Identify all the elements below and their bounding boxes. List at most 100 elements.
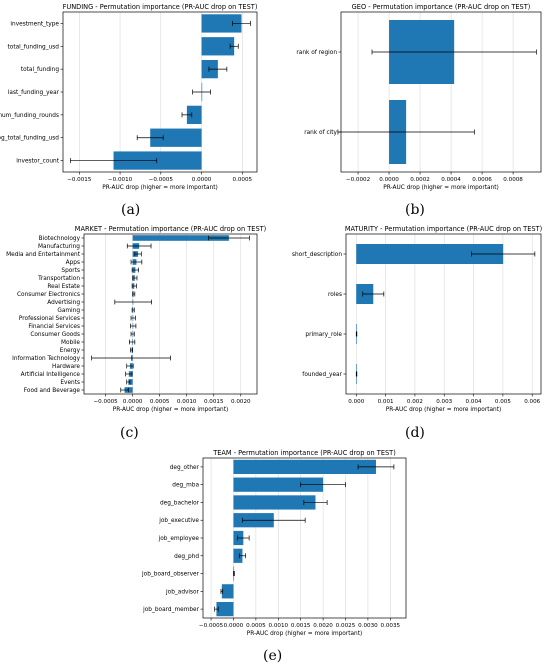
x-tick-label: 0.0010	[268, 623, 288, 629]
x-tick-label: −0.0010	[108, 177, 133, 183]
x-tick-label: −0.0005	[199, 623, 224, 629]
bar	[201, 37, 235, 56]
bar	[128, 379, 133, 385]
x-tick-label: 0.0000	[224, 623, 244, 629]
category-label: short_description	[292, 252, 342, 258]
category-label: Artificial Intelligence	[21, 372, 81, 378]
plot-frame	[62, 11, 258, 173]
category-label: founded_year	[302, 372, 342, 378]
x-tick-label: 0.0020	[231, 399, 251, 405]
category-label: total_funding	[21, 67, 60, 73]
x-tick-label: 0.0035	[381, 623, 401, 629]
category-label: job_employee	[158, 536, 200, 542]
chart-title: MARKET - Permutation importance (PR-AUC …	[75, 225, 266, 233]
category-label: investment_type	[10, 21, 59, 27]
bar	[216, 602, 234, 617]
category-label: Food and Beverage	[24, 388, 81, 394]
category-label: Events	[60, 380, 80, 386]
x-axis-label: PR-AUC drop (higher = more important)	[102, 185, 218, 191]
geo-importance-chart: rank of region rank of city −0.0002 0.0000 0…	[296, 3, 542, 191]
plot-frame	[83, 233, 258, 395]
x-tick-label: 0.0020	[313, 623, 333, 629]
x-tick-label: 0.0004	[441, 177, 461, 183]
category-label: Media and Entertainment	[6, 252, 81, 258]
x-tick-label: 0.0008	[503, 177, 523, 183]
bar	[233, 459, 376, 474]
subfigure-label-c: (c)	[120, 425, 139, 441]
funding-importance-chart: investment_type total_funding_usd total_fu…	[0, 3, 258, 191]
x-axis-label: PR-AUC drop (higher = more important)	[247, 631, 363, 637]
category-label: Energy	[60, 348, 81, 354]
chart-title: MATURITY - Permutation importance (PR-AU…	[345, 225, 542, 233]
x-tick-label: 0.002	[407, 399, 423, 405]
bar	[221, 584, 234, 599]
category-label: Information Technology	[12, 356, 80, 362]
x-axis-label: PR-AUC drop (higher = more important)	[383, 185, 499, 191]
bar	[233, 477, 324, 492]
subfigure-label-b: (b)	[405, 202, 425, 218]
chart-title: TEAM - Permutation importance (PR-AUC dr…	[212, 449, 396, 457]
x-tick-label: −0.0005	[149, 177, 174, 183]
x-tick-label: 0.0000	[379, 177, 399, 183]
x-axis-label: PR-AUC drop (higher = more important)	[113, 407, 229, 413]
subfigure-label-d: (d)	[405, 425, 425, 441]
subfigure-label-e: (e)	[263, 648, 283, 664]
plot-frame	[340, 11, 542, 173]
bar	[113, 151, 202, 170]
x-tick-label: 0.0025	[336, 623, 356, 629]
category-label: total_funding_usd	[8, 44, 60, 50]
x-tick-label: −0.0005	[93, 399, 118, 405]
category-label: deg_bachelor	[160, 500, 200, 506]
category-label: deg_other	[170, 465, 200, 471]
category-label: investor_count	[16, 159, 59, 165]
team-importance-chart: deg_other deg_mba deg_bachelor job_executiv…	[141, 449, 407, 637]
category-label: Gaming	[57, 308, 80, 314]
chart-title: GEO - Permutation importance (PR-AUC dro…	[352, 3, 531, 11]
bar	[233, 495, 316, 510]
x-tick-label: 0.0015	[204, 399, 224, 405]
chart-title: FUNDING - Permutation importance (PR-AUC…	[63, 3, 258, 11]
x-tick-label: 0.006	[524, 399, 540, 405]
category-label: Transportation	[37, 276, 80, 282]
x-tick-label: 0.001	[378, 399, 394, 405]
category-label: Financial Services	[28, 324, 80, 330]
category-label: rank of city	[304, 130, 337, 136]
bar	[201, 14, 242, 33]
x-axis-label: PR-AUC drop (higher = more important)	[386, 407, 502, 413]
bar	[132, 235, 229, 241]
bar	[150, 128, 202, 147]
category-label: Advertising	[47, 300, 80, 306]
category-label: Sports	[61, 268, 80, 274]
x-tick-label: 0.005	[495, 399, 511, 405]
category-label: deg_phd	[174, 554, 199, 560]
category-label: Consumer Goods	[30, 332, 80, 338]
category-label: Apps	[66, 260, 80, 266]
category-label: rank of region	[296, 50, 337, 56]
category-label: job_board_member	[142, 607, 199, 613]
category-label: last_funding_year	[8, 90, 60, 96]
category-label: Real Estate	[47, 284, 80, 290]
category-label: Mobile	[61, 340, 80, 346]
x-tick-label: 0.0000	[192, 177, 212, 183]
category-label: deg_mba	[172, 483, 199, 489]
x-tick-label: 0.0000	[123, 399, 143, 405]
category-label: Biotechnology	[39, 236, 81, 242]
category-label: num_funding_rounds	[0, 113, 59, 119]
x-tick-label: 0.003	[436, 399, 452, 405]
category-label: job_advisor	[165, 589, 200, 595]
x-tick-label: −0.0015	[67, 177, 92, 183]
x-tick-label: 0.004	[466, 399, 482, 405]
category-label: Consumer Electronics	[17, 292, 80, 298]
x-tick-label: 0.0010	[177, 399, 197, 405]
bar	[356, 244, 504, 264]
subfigure-label-a: (a)	[121, 202, 141, 218]
x-tick-label: 0.0002	[410, 177, 430, 183]
x-tick-label: 0.0005	[150, 399, 170, 405]
category-label: job_board_observer	[141, 572, 200, 578]
market-importance-chart: Biotechnology Manufacturing Media and Ente…	[6, 225, 266, 413]
category-label: job_executive	[158, 518, 199, 524]
bar	[186, 105, 202, 124]
category-label: Hardware	[52, 364, 80, 370]
x-tick-label: 0.0006	[472, 177, 492, 183]
